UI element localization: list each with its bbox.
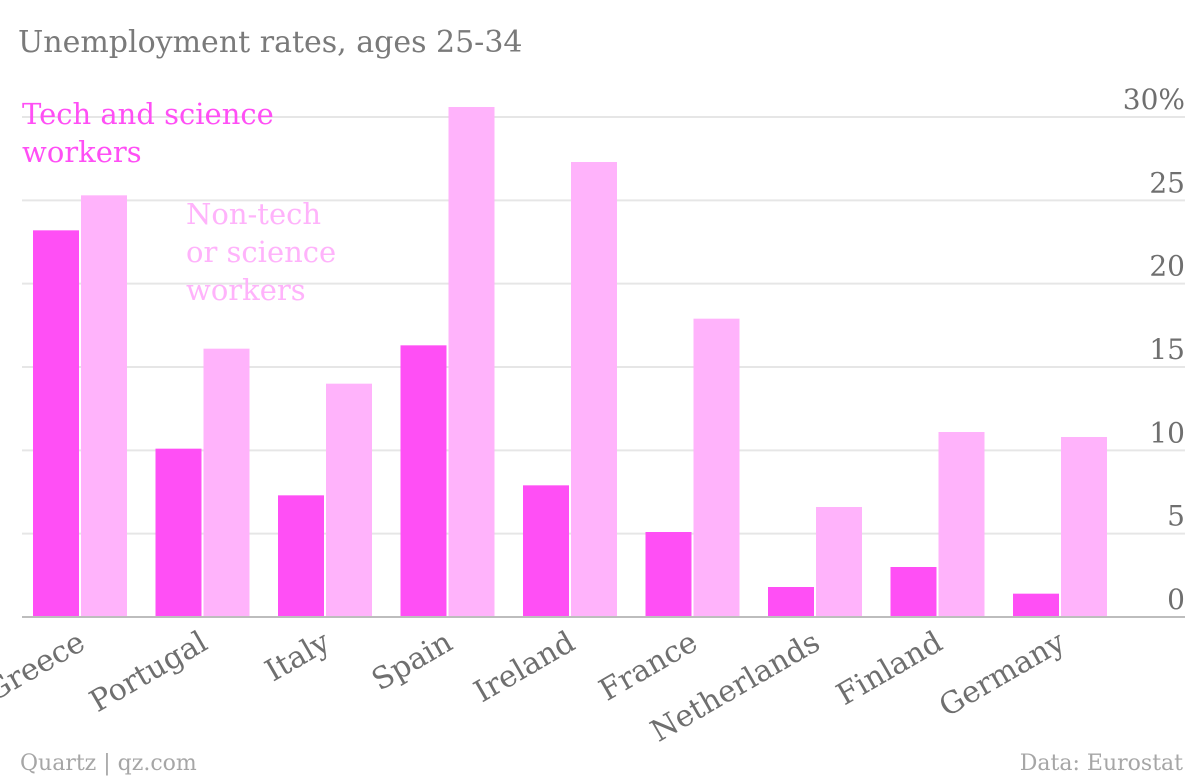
x-tick-label: Germany (933, 625, 1071, 725)
legend-nontech-line-1: Non-tech (186, 197, 321, 231)
bar-france-series-0 (645, 532, 692, 617)
bar-portugal-series-0 (155, 448, 202, 617)
bar-netherlands-series-1 (816, 507, 862, 617)
y-tick-label: 5 (1167, 500, 1185, 533)
x-tick-label: Italy (259, 625, 336, 690)
legend: Tech and science workers Non-tech or sci… (22, 97, 336, 307)
y-tick-label: 10 (1149, 416, 1185, 449)
x-tick-label: Finland (831, 625, 949, 713)
bar-italy-series-0 (278, 495, 324, 617)
bar-ireland-series-1 (571, 162, 617, 617)
bar-ireland-series-0 (523, 485, 569, 617)
footer-source-right: Data: Eurostat (1020, 751, 1183, 776)
x-tick-label: Spain (366, 625, 458, 699)
y-tick-label: 25 (1149, 166, 1185, 199)
bar-finland-series-0 (890, 567, 937, 617)
y-tick-label: 30% (1123, 83, 1185, 116)
bar-germany-series-1 (1061, 437, 1107, 617)
y-tick-label: 20 (1149, 250, 1185, 283)
legend-tech-line-1: Tech and science (22, 97, 274, 131)
footer-source-left: Quartz | qz.com (20, 751, 197, 776)
bar-germany-series-0 (1013, 593, 1059, 617)
bar-greece-series-0 (33, 230, 79, 618)
y-tick-label: 15 (1149, 333, 1185, 366)
x-tick-label: Greece (0, 625, 91, 709)
legend-nontech-line-2: or science (186, 235, 336, 269)
bars (33, 107, 1107, 618)
chart-title: Unemployment rates, ages 25-34 (18, 25, 523, 60)
bar-france-series-1 (693, 318, 740, 617)
bar-italy-series-1 (326, 383, 372, 617)
bar-spain-series-1 (448, 107, 495, 617)
x-tick-label: Ireland (468, 625, 581, 710)
legend-nontech-line-3: workers (186, 273, 306, 307)
bar-finland-series-1 (938, 432, 985, 617)
bar-netherlands-series-0 (768, 587, 814, 617)
x-tick-label: Portugal (84, 625, 214, 720)
bar-spain-series-0 (400, 345, 447, 617)
bar-portugal-series-1 (203, 348, 250, 617)
y-tick-label: 0 (1167, 583, 1185, 616)
legend-tech-line-2: workers (22, 135, 142, 169)
y-axis-ticks: 0 5 10 15 20 25 30% (1123, 83, 1185, 616)
bar-greece-series-1 (81, 195, 127, 618)
